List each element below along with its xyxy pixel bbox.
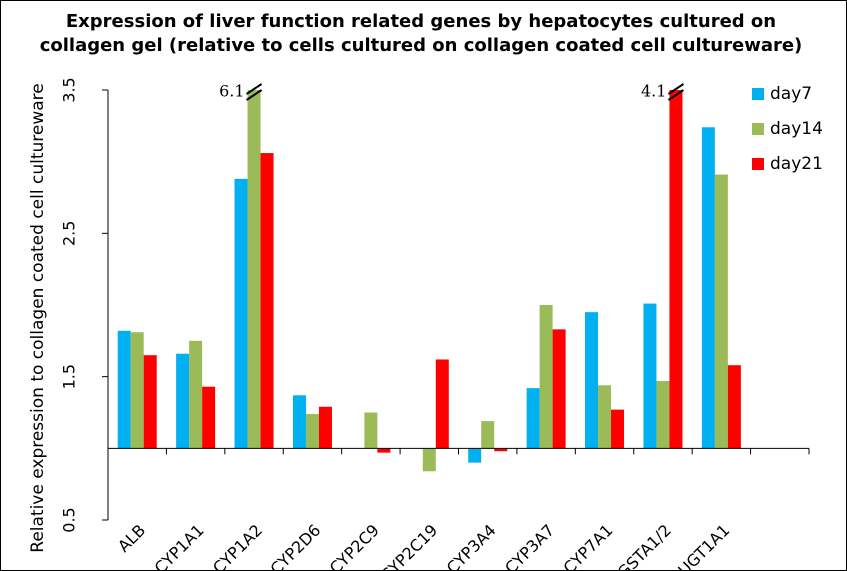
y-axis-label: Relative expression to collagen coated c… <box>28 83 48 552</box>
y-tick-label: 3.5 <box>60 77 79 102</box>
bar <box>727 365 741 449</box>
bar <box>481 421 495 449</box>
bar <box>247 90 261 449</box>
bar <box>234 178 248 449</box>
break-mark <box>245 83 263 95</box>
bar <box>669 90 683 449</box>
bar <box>117 330 131 449</box>
legend-swatch <box>752 123 764 135</box>
legend-label: day7 <box>770 84 812 104</box>
bars <box>117 90 741 472</box>
bar <box>189 340 203 449</box>
value-label: 4.1 <box>641 82 666 101</box>
bar <box>143 355 157 449</box>
bar <box>292 395 306 449</box>
bar <box>260 153 274 449</box>
y-tick-label: 1.5 <box>60 364 79 389</box>
bar <box>377 448 391 453</box>
bar <box>494 448 508 452</box>
y-tick-label: 2.5 <box>60 221 79 246</box>
legend-label: day21 <box>770 154 823 174</box>
bar <box>526 388 540 449</box>
bar <box>422 448 436 472</box>
bar <box>468 448 482 463</box>
bar <box>539 305 553 449</box>
break-mark <box>667 83 685 95</box>
bar <box>318 406 332 449</box>
bar <box>130 332 144 449</box>
bar <box>202 386 216 449</box>
bar <box>552 329 566 449</box>
legend-swatch <box>752 158 764 170</box>
bar <box>611 409 625 449</box>
break-mark <box>245 89 263 101</box>
bar <box>701 127 715 449</box>
legend-label: day14 <box>770 119 823 139</box>
chart-title: collagen gel (relative to cells cultured… <box>40 35 803 56</box>
chart-title: Expression of liver function related gen… <box>66 11 776 32</box>
value-label: 6.1 <box>219 82 244 101</box>
bar <box>435 359 449 449</box>
bar <box>364 412 378 449</box>
bar <box>643 303 657 449</box>
bar <box>598 385 612 449</box>
y-tick-label: 0.5 <box>60 507 79 532</box>
bar <box>714 174 728 449</box>
break-mark <box>667 89 685 101</box>
bar <box>656 380 670 449</box>
bar <box>176 353 190 449</box>
bar <box>585 312 599 449</box>
legend-swatch <box>752 88 764 100</box>
bar <box>305 413 319 449</box>
